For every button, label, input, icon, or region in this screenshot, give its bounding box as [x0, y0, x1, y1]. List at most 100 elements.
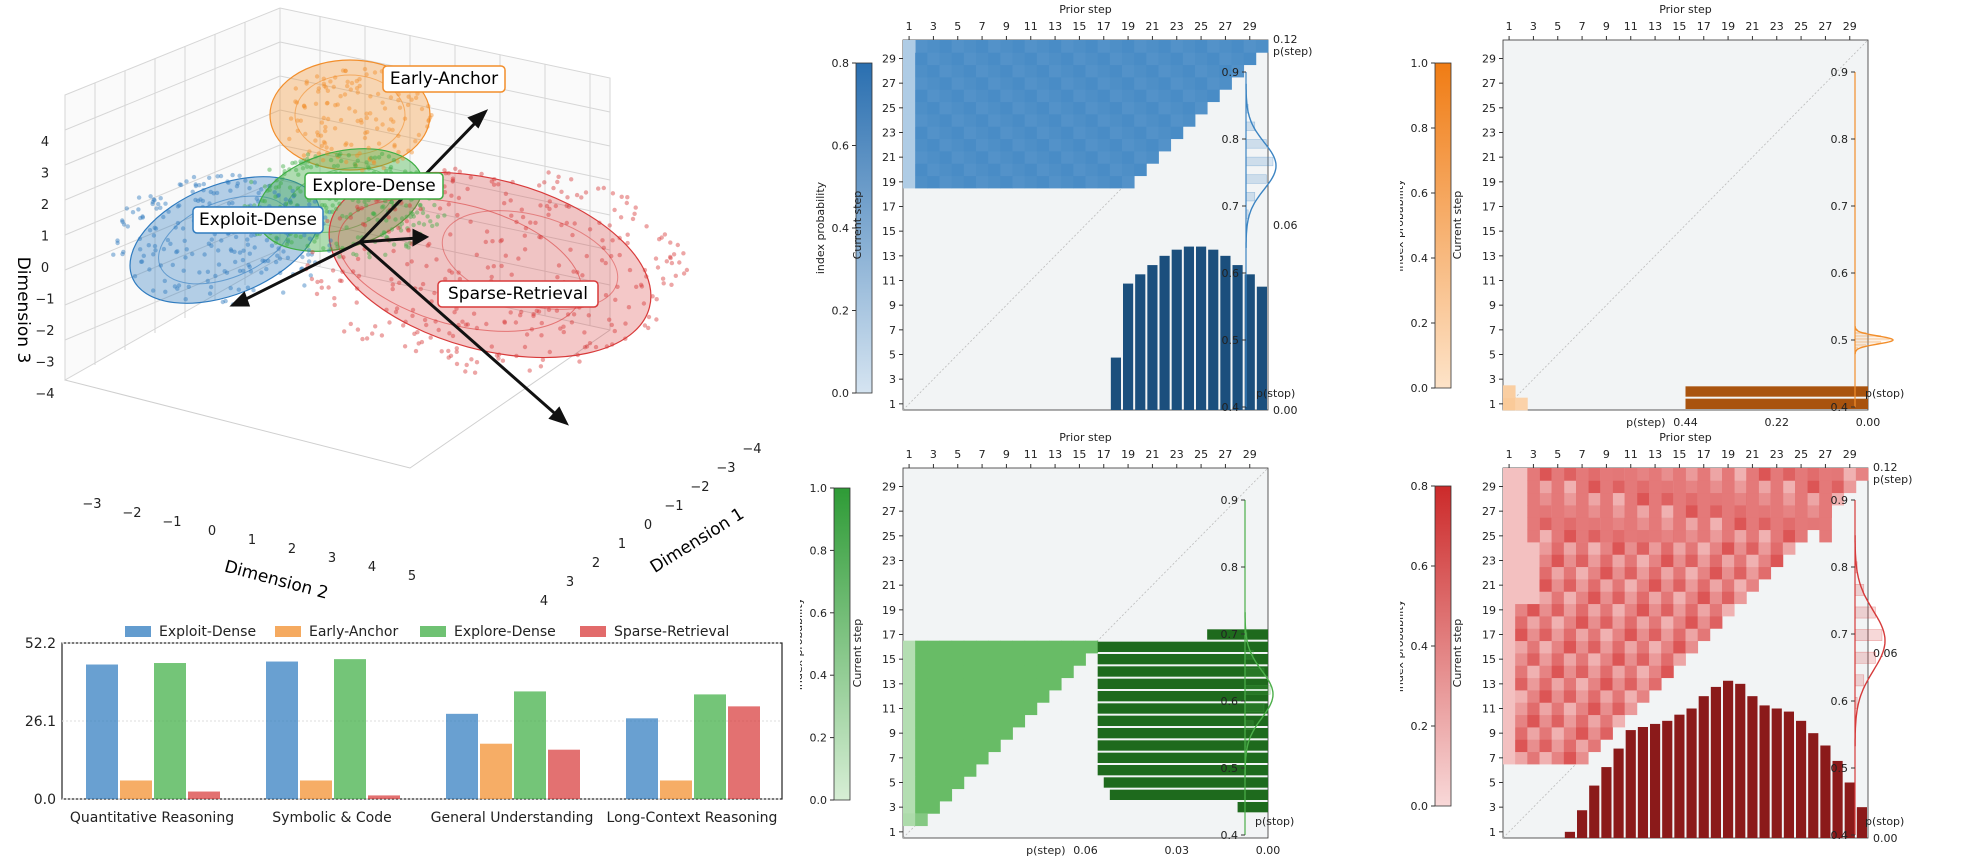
scatter-point — [158, 205, 163, 210]
scatter-point — [153, 226, 159, 231]
heatmap-cell — [1539, 751, 1553, 765]
scatter-point — [346, 153, 351, 158]
tick-label: 2 — [288, 542, 296, 557]
scatter-point — [561, 329, 566, 335]
heatmap-cell — [1061, 640, 1074, 654]
heatmap-cell — [1122, 77, 1135, 90]
heatmap-cell — [915, 151, 928, 164]
scatter-point — [542, 180, 547, 185]
scatter-point — [420, 206, 426, 211]
heatmap-cell — [1722, 603, 1735, 617]
heatmap-cell — [1588, 640, 1601, 654]
category-label: General Understanding — [431, 810, 594, 826]
heatmap-cell — [1636, 677, 1650, 691]
scatter-point — [273, 185, 279, 190]
heatmap-cell — [1000, 727, 1013, 740]
heatmap-cell — [1503, 385, 1516, 399]
scatter-point — [254, 196, 259, 201]
scatter-point — [215, 174, 220, 179]
heatmap-cell — [1036, 690, 1050, 703]
heatmap-cell — [1527, 492, 1540, 506]
scatter-point — [178, 182, 184, 188]
scatter-point — [411, 222, 416, 228]
scatter-point — [121, 222, 127, 227]
scatter-point — [366, 145, 371, 151]
scatter-point — [232, 249, 237, 254]
heatmap-cell — [1503, 468, 1516, 481]
heatmap-cell — [1551, 739, 1565, 753]
heatmap-cell — [1661, 603, 1674, 617]
heatmap-cell — [1685, 492, 1699, 506]
heatmap-cell — [951, 101, 965, 115]
heatmap-cell — [1661, 616, 1674, 629]
scatter-point — [295, 186, 301, 191]
heatmap-cell — [1527, 480, 1540, 494]
heatmap-cell — [915, 640, 928, 654]
scatter-point — [398, 228, 404, 233]
scatter-point — [392, 144, 397, 149]
scatter-point — [524, 332, 530, 337]
tick-label: 0.00 — [1273, 404, 1298, 417]
tick-label: 29 — [1243, 448, 1257, 461]
scatter-point — [418, 286, 423, 292]
tick-label: 0.2 — [1411, 317, 1429, 330]
scatter-point — [353, 163, 358, 169]
pstep-bar — [1589, 785, 1600, 838]
tick-label: 13 — [1648, 20, 1662, 33]
heatmap-cell — [1588, 554, 1601, 568]
scatter-point — [323, 85, 329, 90]
scatter-point — [335, 244, 340, 249]
scatter-point — [454, 346, 459, 351]
heatmap-cell — [1563, 603, 1577, 617]
heatmap-cell — [1000, 163, 1013, 177]
pstep-bars — [1097, 629, 1268, 813]
scatter-point — [344, 159, 349, 165]
heatmap-cell — [1685, 480, 1699, 494]
scatter-point — [205, 278, 210, 284]
bar — [446, 713, 478, 799]
heatmap-cell — [951, 640, 965, 654]
heatmap-cell — [1073, 89, 1086, 103]
scatter-point — [623, 321, 628, 326]
heatmap-cell — [1539, 665, 1553, 679]
scatter-point — [404, 214, 409, 219]
heatmap-cell — [1061, 151, 1074, 164]
heatmap-cell — [1588, 505, 1601, 518]
scatter-point — [516, 256, 521, 261]
heatmap-cell — [1195, 89, 1208, 103]
scatter-point — [147, 267, 152, 272]
heatmap-cell — [1649, 492, 1662, 506]
heatmap-cell — [1734, 554, 1747, 568]
heatmap-cell — [1515, 677, 1528, 691]
heatmap-cell — [951, 163, 965, 177]
heatmap-cell — [927, 101, 940, 115]
scatter-point — [384, 234, 389, 240]
scatter-point — [287, 167, 292, 172]
pstep-bar — [1237, 802, 1268, 813]
heatmap-cell — [1024, 175, 1038, 189]
heatmap-cell — [1649, 529, 1662, 543]
heatmap-cell — [1024, 677, 1038, 691]
pstep-bar — [1808, 733, 1819, 838]
heatmap-cell — [1624, 566, 1638, 580]
tick-label: −1 — [35, 293, 54, 308]
scatter-point — [332, 126, 338, 131]
scatter-point — [569, 320, 575, 325]
scatter-point — [321, 76, 326, 82]
scatter-point — [290, 160, 295, 166]
scatter-point — [609, 322, 614, 328]
heatmap-cell — [1612, 591, 1626, 605]
left-axis-label: Current step — [851, 619, 864, 688]
scatter-point — [386, 154, 392, 159]
heatmap-cell — [1624, 690, 1638, 703]
pstep-bar — [1183, 246, 1194, 410]
scatter-point — [418, 202, 423, 208]
heatmap-cell — [927, 788, 940, 802]
heatmap-cell — [963, 151, 977, 164]
scatter-point — [419, 106, 425, 112]
scatter-point — [491, 264, 496, 269]
scatter-point — [273, 259, 279, 265]
heatmap-cell — [1576, 727, 1589, 740]
heatmap-cell — [1170, 64, 1184, 78]
